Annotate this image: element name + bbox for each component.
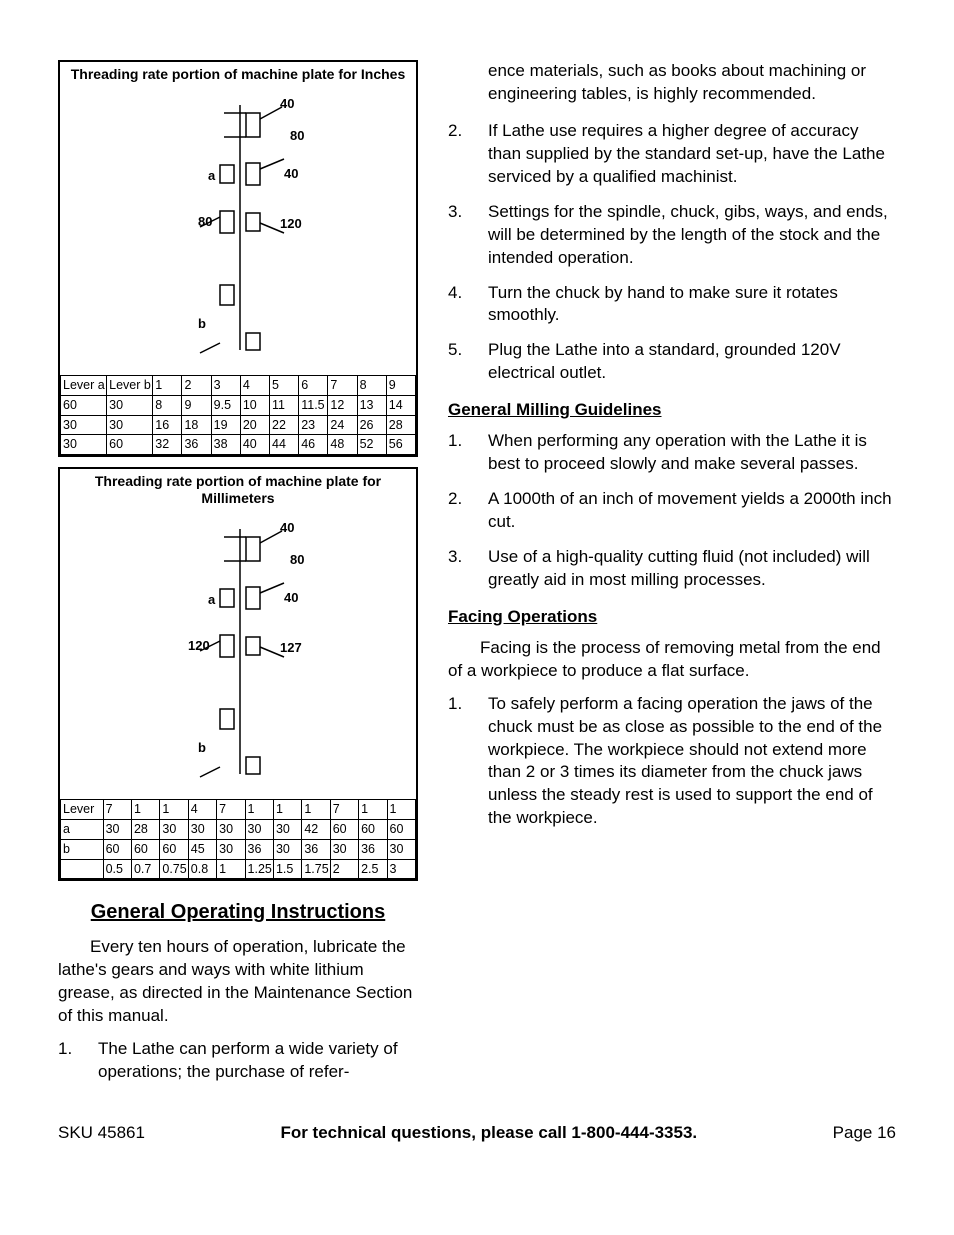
th: 1	[160, 799, 188, 819]
milling-heading: General Milling Guidelines	[448, 399, 896, 422]
diagram-inches: Threading rate portion of machine plate …	[58, 60, 418, 457]
th: 2	[182, 375, 211, 395]
intro-paragraph: Every ten hours of operation, lubricate …	[58, 936, 418, 1028]
facing-paragraph: Facing is the process of removing metal …	[448, 637, 896, 683]
th: 7	[103, 799, 131, 819]
table-row: 3060 3236 3840 4446 4852 56	[61, 435, 416, 455]
th: 4	[188, 799, 216, 819]
facing-list: 1.To safely perform a facing operation t…	[448, 693, 896, 831]
left-ordered-list: 1.The Lathe can perform a wide variety o…	[58, 1038, 418, 1084]
th: Lever a	[61, 375, 107, 395]
th: 1	[273, 799, 301, 819]
label-40-mid: 40	[284, 165, 298, 183]
label-120: 120	[280, 215, 302, 233]
th: 1	[245, 799, 273, 819]
label-120: 120	[188, 637, 210, 655]
diagram-inches-title: Threading rate portion of machine plate …	[60, 62, 416, 85]
page-columns: Threading rate portion of machine plate …	[58, 60, 896, 1096]
table-row: b60 6060 4530 3630 3630 3630	[61, 839, 416, 859]
diagram-mm: Threading rate portion of machine plate …	[58, 467, 418, 881]
table-row: 6030 89 9.510 1111.5 1213 14	[61, 395, 416, 415]
facing-heading: Facing Operations	[448, 606, 896, 629]
th: 6	[299, 375, 328, 395]
diagram-mm-title: Threading rate portion of machine plate …	[60, 469, 416, 509]
list-item: 1.When performing any operation with the…	[448, 430, 896, 476]
label-b: b	[198, 315, 206, 333]
left-column: Threading rate portion of machine plate …	[58, 60, 418, 1096]
diagram-mm-area: 40 80 a 40 120 127 b	[60, 509, 416, 799]
label-40-top: 40	[280, 95, 294, 113]
th: Lever b	[107, 375, 153, 395]
footer-sku: SKU 45861	[58, 1122, 145, 1145]
label-a: a	[208, 167, 215, 185]
th: 7	[217, 799, 245, 819]
th: 1	[302, 799, 330, 819]
th: 7	[330, 799, 358, 819]
th: 3	[211, 375, 240, 395]
footer-center: For technical questions, please call 1-8…	[280, 1122, 697, 1145]
label-127: 127	[280, 639, 302, 657]
list-item: 5.Plug the Lathe into a standard, ground…	[448, 339, 896, 385]
th: 8	[357, 375, 386, 395]
th: 1	[131, 799, 159, 819]
gear-diagram-svg	[60, 85, 415, 360]
label-80-top: 80	[290, 127, 304, 145]
inches-table: Lever a Lever b 1 2 3 4 5 6 7 8 9 6030 8…	[60, 375, 416, 456]
th: 5	[270, 375, 299, 395]
th: 4	[240, 375, 269, 395]
mm-table: Lever 7 1 1 4 7 1 1 1 7 1 1 a30 2830 303…	[60, 799, 416, 880]
label-80-top: 80	[290, 551, 304, 569]
list-item: 2.A 1000th of an inch of movement yields…	[448, 488, 896, 534]
label-40-mid: 40	[284, 589, 298, 607]
table-row: 0.5 0.70.75 0.81 1.251.5 1.752 2.53	[61, 859, 416, 879]
th: 1	[387, 799, 416, 819]
page-footer: SKU 45861 For technical questions, pleas…	[58, 1122, 896, 1145]
right-top-list: 2.If Lathe use requires a higher degree …	[448, 120, 896, 385]
th: 9	[386, 375, 415, 395]
th: 1	[153, 375, 182, 395]
continuation-text: ence materials, such as books about mach…	[488, 60, 896, 106]
th: Lever	[61, 799, 104, 819]
general-operating-heading: General Operating Instructions	[58, 899, 418, 926]
label-b: b	[198, 739, 206, 757]
list-item: 3.Settings for the spindle, chuck, gibs,…	[448, 201, 896, 270]
label-80-bot: 80	[198, 213, 212, 231]
label-a: a	[208, 591, 215, 609]
list-item: 3.Use of a high-quality cutting fluid (n…	[448, 546, 896, 592]
table-row: 3030 1618 1920 2223 2426 28	[61, 415, 416, 435]
milling-list: 1.When performing any operation with the…	[448, 430, 896, 592]
th: 7	[328, 375, 357, 395]
footer-page: Page 16	[833, 1122, 896, 1145]
table-row: a30 2830 3030 3030 4260 6060	[61, 819, 416, 839]
list-item: 1.The Lathe can perform a wide variety o…	[58, 1038, 418, 1084]
diagram-inches-area: 40 80 a 40 80 120 b	[60, 85, 416, 375]
list-item: 4.Turn the chuck by hand to make sure it…	[448, 282, 896, 328]
label-40-top: 40	[280, 519, 294, 537]
gear-diagram-svg	[60, 509, 415, 784]
list-item: 1.To safely perform a facing operation t…	[448, 693, 896, 831]
list-item: 2.If Lathe use requires a higher degree …	[448, 120, 896, 189]
right-column: ence materials, such as books about mach…	[448, 60, 896, 842]
th: 1	[359, 799, 387, 819]
